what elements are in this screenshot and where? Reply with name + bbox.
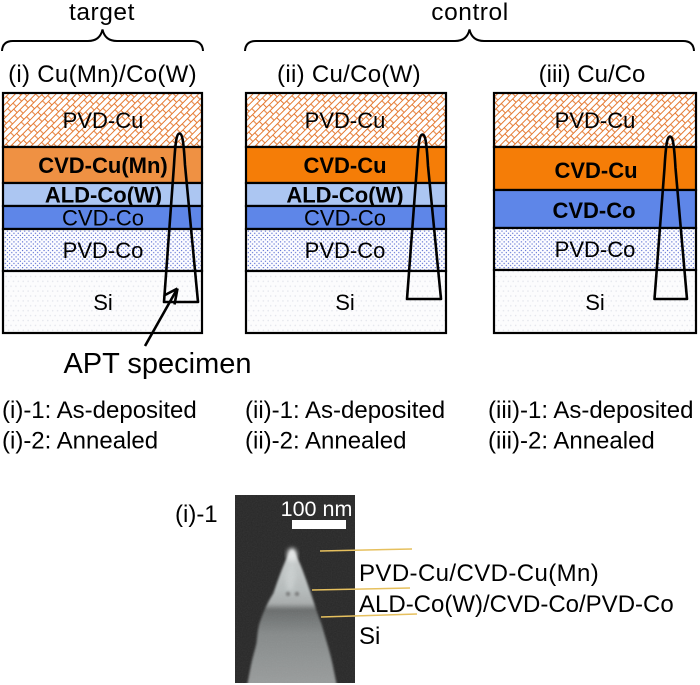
svg-text:APT specimen: APT specimen	[63, 348, 251, 380]
svg-text:control: control	[431, 0, 508, 26]
svg-text:Si: Si	[335, 290, 355, 315]
svg-text:CVD-Cu: CVD-Cu	[554, 158, 637, 183]
svg-text:(i) Cu(Mn)/Co(W): (i) Cu(Mn)/Co(W)	[8, 61, 197, 88]
svg-text:ALD-Co(W)/CVD-Co/PVD-Co: ALD-Co(W)/CVD-Co/PVD-Co	[359, 591, 674, 618]
svg-text:CVD-Cu: CVD-Cu	[303, 153, 386, 178]
svg-text:PVD-Cu: PVD-Cu	[555, 108, 636, 133]
svg-text:CVD-Co: CVD-Co	[552, 198, 635, 223]
svg-text:PVD-Co: PVD-Co	[555, 237, 636, 262]
svg-text:(i)-2: Annealed: (i)-2: Annealed	[2, 428, 158, 455]
svg-text:(ii)-2: Annealed: (ii)-2: Annealed	[245, 428, 406, 455]
svg-text:ALD-Co(W): ALD-Co(W)	[45, 183, 162, 208]
svg-text:Si: Si	[93, 290, 113, 315]
svg-text:Si: Si	[359, 623, 380, 650]
svg-text:(iii) Cu/Co: (iii) Cu/Co	[539, 61, 646, 88]
svg-text:PVD-Co: PVD-Co	[305, 238, 386, 263]
svg-text:target: target	[69, 0, 135, 26]
svg-text:(i)-1: As-deposited: (i)-1: As-deposited	[2, 397, 197, 424]
svg-text:CVD-Cu(Mn): CVD-Cu(Mn)	[38, 153, 168, 178]
svg-text:PVD-Cu/CVD-Cu(Mn): PVD-Cu/CVD-Cu(Mn)	[359, 560, 599, 587]
svg-text:(ii)-1: As-deposited: (ii)-1: As-deposited	[245, 397, 445, 424]
svg-text:(iii)-1: As-deposited: (iii)-1: As-deposited	[488, 397, 693, 424]
svg-text:Si: Si	[585, 290, 605, 315]
svg-text:100 nm: 100 nm	[281, 497, 353, 521]
svg-text:PVD-Cu: PVD-Cu	[63, 108, 144, 133]
svg-text:(ii) Cu/Co(W): (ii) Cu/Co(W)	[277, 61, 421, 88]
svg-text:CVD-Co: CVD-Co	[62, 206, 144, 231]
svg-text:CVD-Co: CVD-Co	[304, 206, 386, 231]
svg-text:(i)-1: (i)-1	[175, 501, 218, 528]
svg-text:ALD-Co(W): ALD-Co(W)	[286, 183, 403, 208]
svg-text:(iii)-2: Annealed: (iii)-2: Annealed	[488, 428, 655, 455]
svg-text:PVD-Co: PVD-Co	[63, 238, 144, 263]
svg-text:PVD-Cu: PVD-Cu	[305, 108, 386, 133]
